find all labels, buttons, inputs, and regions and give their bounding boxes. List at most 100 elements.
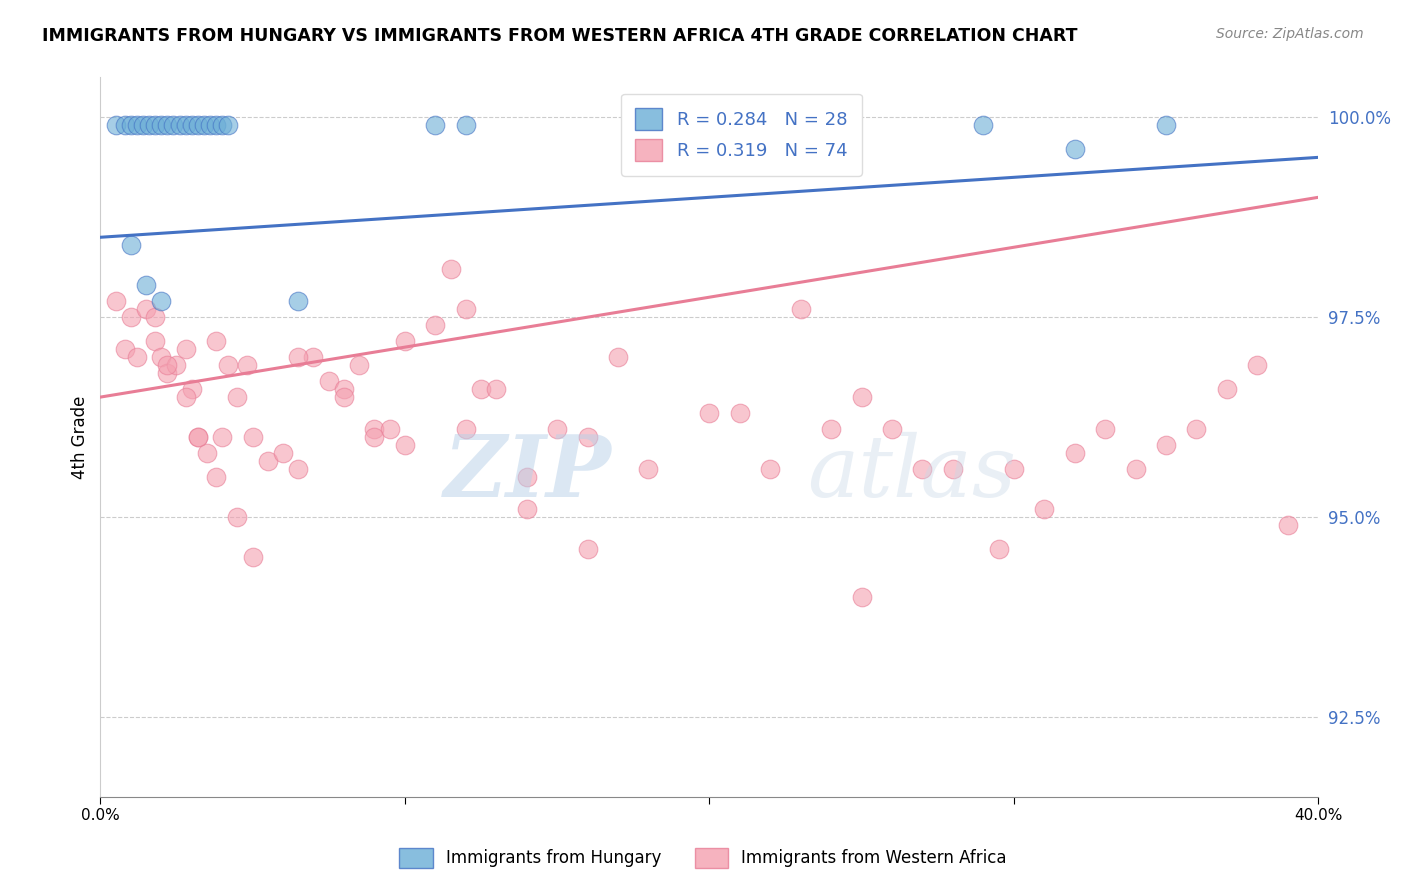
Point: [1154, 438, 1177, 452]
Point: [156, 358, 179, 372]
Point: [195, 446, 218, 460]
Point: [217, 119, 239, 133]
Point: [125, 350, 148, 364]
Point: [880, 422, 903, 436]
Point: [287, 462, 309, 476]
Point: [1185, 422, 1208, 436]
Point: [138, 119, 160, 133]
Point: [120, 119, 142, 133]
Point: [851, 590, 873, 604]
Text: ZIP: ZIP: [444, 431, 612, 515]
Point: [198, 119, 221, 133]
Point: [1094, 422, 1116, 436]
Point: [1063, 446, 1085, 460]
Point: [114, 119, 136, 133]
Legend: Immigrants from Hungary, Immigrants from Western Africa: Immigrants from Hungary, Immigrants from…: [392, 841, 1014, 875]
Point: [242, 549, 264, 564]
Point: [454, 119, 477, 133]
Point: [972, 119, 994, 133]
Point: [820, 422, 842, 436]
Point: [143, 310, 166, 325]
Point: [104, 119, 127, 133]
Point: [287, 294, 309, 309]
Point: [205, 334, 228, 348]
Point: [1216, 382, 1239, 396]
Point: [226, 510, 249, 524]
Point: [174, 390, 197, 404]
Point: [425, 119, 447, 133]
Point: [394, 438, 416, 452]
Point: [516, 502, 538, 516]
Point: [576, 430, 599, 444]
Point: [187, 119, 209, 133]
Point: [162, 119, 184, 133]
Text: atlas: atlas: [807, 432, 1017, 515]
Point: [1002, 462, 1025, 476]
Point: [318, 374, 340, 388]
Point: [1154, 119, 1177, 133]
Point: [150, 119, 173, 133]
Point: [135, 302, 157, 317]
Point: [470, 382, 492, 396]
Point: [180, 119, 202, 133]
Point: [576, 541, 599, 556]
Point: [637, 462, 659, 476]
Point: [378, 422, 401, 436]
Point: [169, 119, 191, 133]
Point: [256, 454, 278, 468]
Point: [439, 262, 461, 277]
Point: [454, 422, 477, 436]
Point: [226, 390, 249, 404]
Point: [485, 382, 508, 396]
Point: [1125, 462, 1147, 476]
Point: [607, 350, 630, 364]
Point: [697, 406, 720, 420]
Point: [156, 119, 179, 133]
Point: [851, 390, 873, 404]
Point: [333, 382, 356, 396]
Text: Source: ZipAtlas.com: Source: ZipAtlas.com: [1216, 27, 1364, 41]
Point: [454, 302, 477, 317]
Point: [132, 119, 155, 133]
Point: [363, 422, 385, 436]
Point: [1277, 518, 1299, 533]
Point: [1033, 502, 1056, 516]
Point: [1246, 358, 1268, 372]
Point: [114, 342, 136, 356]
Point: [911, 462, 934, 476]
Point: [187, 430, 209, 444]
Point: [143, 334, 166, 348]
Legend: R = 0.284   N = 28, R = 0.319   N = 74: R = 0.284 N = 28, R = 0.319 N = 74: [621, 94, 862, 176]
Point: [211, 430, 233, 444]
Point: [347, 358, 370, 372]
Point: [211, 119, 233, 133]
Point: [333, 390, 356, 404]
Point: [135, 278, 157, 293]
Point: [728, 406, 751, 420]
Point: [217, 358, 239, 372]
Point: [166, 358, 188, 372]
Point: [180, 382, 202, 396]
Point: [394, 334, 416, 348]
Point: [789, 302, 811, 317]
Point: [156, 366, 179, 380]
Point: [1063, 142, 1085, 156]
Point: [174, 119, 197, 133]
Point: [174, 342, 197, 356]
Point: [425, 318, 447, 333]
Point: [120, 310, 142, 325]
Point: [150, 350, 173, 364]
Point: [271, 446, 294, 460]
Point: [104, 294, 127, 309]
Point: [242, 430, 264, 444]
Point: [125, 119, 148, 133]
Point: [193, 119, 215, 133]
Point: [546, 422, 568, 436]
Point: [363, 430, 385, 444]
Point: [287, 350, 309, 364]
Point: [205, 470, 228, 484]
Point: [302, 350, 325, 364]
Text: IMMIGRANTS FROM HUNGARY VS IMMIGRANTS FROM WESTERN AFRICA 4TH GRADE CORRELATION : IMMIGRANTS FROM HUNGARY VS IMMIGRANTS FR…: [42, 27, 1077, 45]
Point: [187, 430, 209, 444]
Point: [120, 238, 142, 252]
